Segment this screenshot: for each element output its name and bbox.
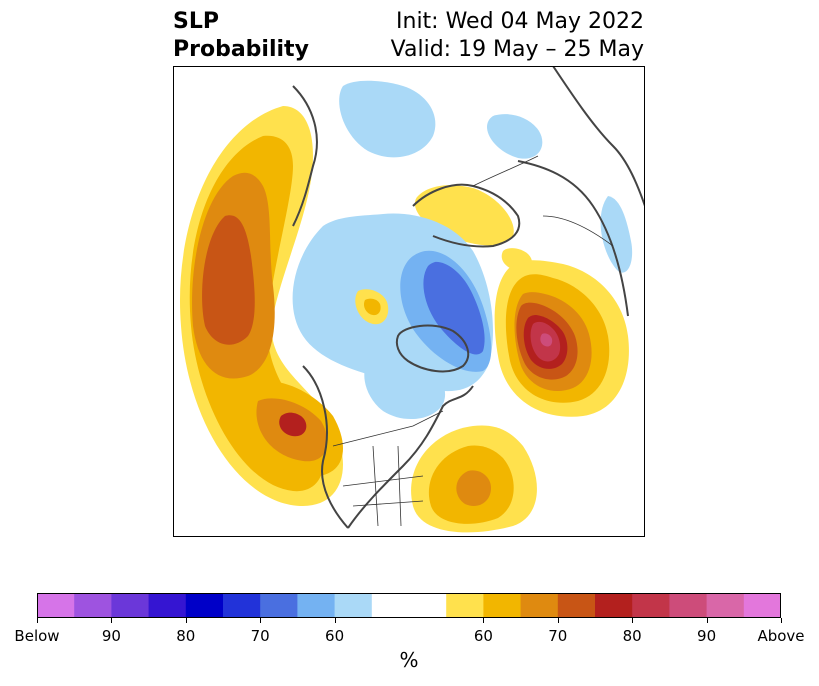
colorbar-swatch <box>409 593 447 618</box>
title-variable: SLP Probability <box>173 9 309 62</box>
canada-border <box>332 410 444 447</box>
colorbar-swatch <box>334 593 373 618</box>
colorbar-swatch <box>632 593 670 618</box>
colorbar-swatch <box>297 593 336 618</box>
colorbar-tick-mark <box>483 618 485 623</box>
colorbar <box>37 593 782 618</box>
colorbar-swatch <box>483 593 522 618</box>
map-frame <box>173 66 645 537</box>
colorbar-unit: % <box>399 648 419 672</box>
colorbar-tick-mark <box>111 618 113 623</box>
pacific-above-75 <box>202 215 255 345</box>
colorbar-swatch <box>371 593 410 618</box>
alaska-above-80 <box>279 412 307 437</box>
colorbar-swatch <box>743 593 782 618</box>
colorbar-tick-mark <box>706 618 708 623</box>
russia-border <box>472 155 614 247</box>
colorbar-swatch <box>185 593 224 618</box>
colorbar-tick-label: Below <box>14 627 60 645</box>
colorbar-swatch <box>706 593 745 618</box>
north-america-coast <box>302 365 474 529</box>
colorbar-tick-label: Above <box>757 627 805 645</box>
init-date: Init: Wed 04 May 2022 <box>396 9 644 34</box>
colorbar-swatch <box>595 593 633 618</box>
colorbar-tick-label: 80 <box>176 627 196 645</box>
colorbar-frame <box>37 593 781 618</box>
colorbar-swatches <box>37 593 782 618</box>
colorbar-tick-label: 90 <box>697 627 717 645</box>
greenland-coast <box>395 324 470 373</box>
colorbar-tick-label: 60 <box>473 627 493 645</box>
asia-pacific-coast <box>552 66 645 207</box>
country-borders <box>332 155 614 527</box>
colorbar-tick-mark <box>334 618 336 623</box>
siberia-below-60 <box>339 80 436 158</box>
colorbar-tick-mark <box>632 618 634 623</box>
arctic-below-70 <box>423 261 485 355</box>
colorbar-tick-mark <box>557 618 559 623</box>
asia-below-60 <box>487 114 543 159</box>
us-state-lines <box>342 445 424 527</box>
colorbar-swatch <box>111 593 150 618</box>
colorbar-tick-mark <box>260 618 262 623</box>
mideast-above-60 <box>501 248 533 271</box>
colorbar-swatch <box>223 593 261 618</box>
asia-coast <box>292 85 629 317</box>
colorbar-tick-label: 60 <box>325 627 345 645</box>
colorbar-tick-label: 90 <box>101 627 121 645</box>
eurasia-above-90 <box>540 333 553 347</box>
colorbar-swatch <box>148 593 187 618</box>
colorbar-tick-mark <box>185 618 187 623</box>
colorbar-swatch <box>669 593 708 618</box>
valid-range: Valid: 19 May – 25 May <box>390 37 644 62</box>
colorbar-tick-label: 70 <box>548 627 568 645</box>
title-dates: Init: Wed 04 May 2022 Valid: 19 May – 25… <box>391 8 644 64</box>
colorbar-tick-label: 70 <box>250 627 270 645</box>
colorbar-swatch <box>446 593 484 618</box>
colorbar-swatch <box>74 593 112 618</box>
coastlines <box>292 66 645 529</box>
us-above-70 <box>456 470 491 507</box>
pacific-below-60 <box>600 196 633 273</box>
colorbar-swatch <box>260 593 298 618</box>
colorbar-swatch <box>520 593 559 618</box>
hudson-below-60 <box>364 353 446 420</box>
beaufort-above-65 <box>363 298 381 316</box>
map-svg <box>173 66 645 537</box>
colorbar-swatch <box>557 593 596 618</box>
europe-coast <box>412 183 521 248</box>
colorbar-tick-label: 80 <box>622 627 642 645</box>
probability-map <box>173 66 645 537</box>
colorbar-tick-mark <box>781 618 782 623</box>
colorbar-swatch <box>37 593 75 618</box>
colorbar-tick-mark <box>37 618 38 623</box>
